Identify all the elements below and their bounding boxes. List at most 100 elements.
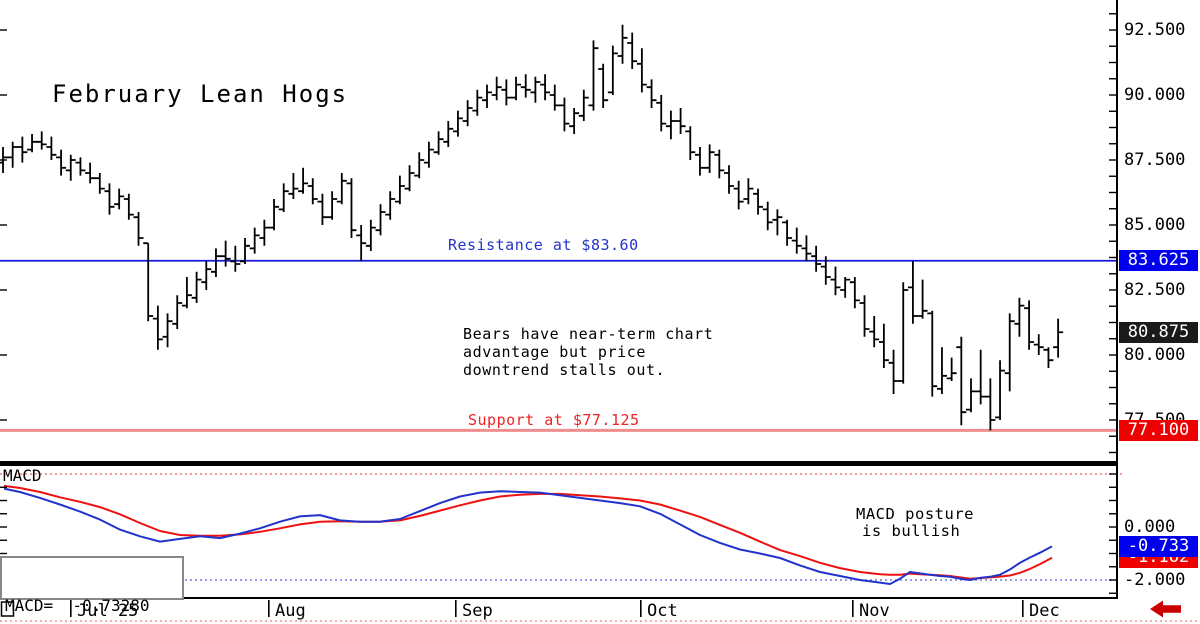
ohlc-bar <box>985 378 996 431</box>
ohlc-bar <box>907 261 918 324</box>
macd-values-box: MACD= -0.73280 MACDA= -1.16164 <box>0 556 184 615</box>
ohlc-bar <box>356 225 367 262</box>
price-axis-label: 92.500 <box>1124 20 1186 40</box>
commentary-line: downtrend stalls out. <box>463 361 666 379</box>
ohlc-bar <box>269 199 280 231</box>
right-axis-line <box>1116 0 1118 599</box>
ohlc-bar <box>133 212 144 246</box>
ohlc-bar <box>162 313 173 348</box>
ohlc-bar <box>627 32 638 69</box>
commentary-line: advantage but price <box>463 343 646 361</box>
commentary-line: Bears have near-term chart <box>463 325 714 343</box>
macd-value-readout: MACD= -0.73280 <box>5 596 150 615</box>
ohlc-bar <box>240 238 250 264</box>
ohlc-bar <box>220 240 231 267</box>
ohlc-bar <box>491 76 502 101</box>
ohlc-bar <box>656 95 667 132</box>
ohlc-bar <box>665 110 676 140</box>
ohlc-bar <box>346 178 357 238</box>
ohlc-bar <box>210 248 221 277</box>
macd-posture-annotation: MACD posture <box>856 505 974 523</box>
ohlc-bar <box>1024 300 1035 350</box>
ohlc-bar <box>511 76 522 101</box>
ohlc-bar <box>975 349 986 405</box>
ohlc-bar <box>85 162 96 184</box>
ohlc-bar <box>869 316 880 348</box>
ohlc-bar <box>501 79 512 106</box>
ohlc-bar <box>114 188 125 210</box>
ohlc-bar <box>820 256 831 285</box>
ohlc-bar <box>859 295 870 337</box>
ohlc-bar <box>482 84 492 108</box>
ohlc-bar <box>462 100 473 127</box>
ohlc-bar <box>995 360 1006 420</box>
ohlc-bar <box>230 245 241 272</box>
ohlc-bar <box>607 45 618 95</box>
date-axis-label: Nov <box>859 601 890 621</box>
date-axis-divider <box>455 600 457 617</box>
ohlc-bar <box>1053 318 1064 358</box>
ohlc-bar <box>317 193 328 225</box>
ohlc-bar <box>782 219 793 246</box>
ohlc-bar <box>830 266 841 296</box>
ohlc-bar <box>172 295 183 329</box>
ohlc-bar <box>743 178 754 205</box>
ohlc-bar <box>385 191 396 220</box>
ohlc-bar <box>181 277 192 309</box>
ohlc-bar <box>840 277 851 298</box>
ohlc-bar <box>569 108 580 134</box>
ohlc-bar <box>336 173 347 205</box>
ohlc-bar <box>598 63 609 108</box>
ohlc-bar <box>27 134 38 153</box>
ohlc-bar <box>404 165 415 192</box>
ohlc-bar <box>753 188 764 215</box>
ohlc-bar <box>530 76 541 103</box>
ohlc-bar <box>298 167 309 194</box>
ohlc-bar <box>549 84 560 111</box>
price-axis-label: 90.000 <box>1124 85 1186 105</box>
ohlc-bar <box>375 204 386 236</box>
ohlc-bar <box>327 191 338 220</box>
ohlc-bar <box>288 173 299 199</box>
ohlc-bar <box>191 271 202 303</box>
price-axis-label: 85.000 <box>1124 215 1186 235</box>
price-axis-label: 87.500 <box>1124 150 1186 170</box>
ohlc-bar <box>559 97 570 132</box>
ohlc-bar <box>936 347 947 394</box>
ohlc-bar <box>472 89 483 116</box>
ohlc-bar <box>588 40 599 111</box>
ohlc-bar <box>801 235 812 262</box>
ohlc-bar <box>65 154 76 181</box>
ohlc-bar <box>772 209 783 236</box>
ohlc-bar <box>646 79 657 108</box>
ohlc-bar <box>307 178 318 205</box>
ohlc-bar <box>578 89 589 121</box>
ohlc-bar <box>123 193 134 220</box>
ohlc-bar <box>1033 334 1044 355</box>
ohlc-bar <box>1004 313 1015 392</box>
ohlc-bar <box>365 219 376 251</box>
ohlc-bar <box>249 227 260 254</box>
ohlc-bar <box>966 378 976 413</box>
ohlc-bar <box>714 149 725 179</box>
ohlc-bar <box>433 131 444 155</box>
scroll-left-arrow-icon[interactable] <box>1150 600 1181 618</box>
ohlc-bar <box>540 74 551 101</box>
ohlc-bar <box>704 144 715 173</box>
ohlc-bar <box>152 305 163 350</box>
ohlc-bar <box>201 261 212 290</box>
ohlc-bar <box>443 121 454 147</box>
macd-panel-bottom-border <box>0 597 1116 599</box>
price-axis-label: 80.000 <box>1124 345 1186 365</box>
ohlc-bar <box>917 279 928 319</box>
ohlc-bar <box>762 201 773 231</box>
ohlc-bar <box>259 219 270 246</box>
ohlc-bar <box>278 183 289 212</box>
ohlc-bar <box>94 173 105 194</box>
date-axis-label: Sep <box>462 601 493 621</box>
resistance-price-badge: 83.625 <box>1119 250 1198 272</box>
last-price-badge: 80.875 <box>1119 321 1198 343</box>
ohlc-bar <box>617 24 628 64</box>
